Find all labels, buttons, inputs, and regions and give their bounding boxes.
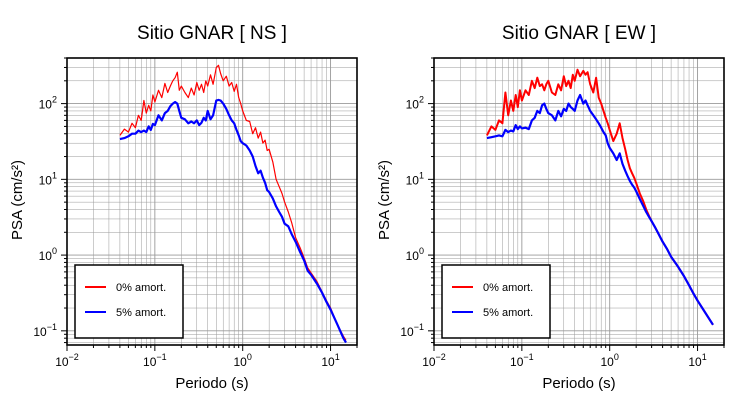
x-tick-label: 10−2: [55, 352, 79, 369]
x-axis-label: Periodo (s): [175, 375, 248, 392]
series-line-damped: [119, 98, 347, 344]
plot-frame: [66, 57, 358, 346]
y-tick-label: 102: [39, 95, 57, 112]
chart-title: Sitio GNAR [ EW ]: [502, 23, 656, 44]
series-line-undamped: [119, 64, 347, 341]
plot-frame: [433, 57, 725, 346]
y-tick-label: 101: [406, 170, 424, 187]
legend-label-undamped: 0% amort.: [116, 282, 166, 294]
chart-ns: Sitio GNAR [ NS ] Periodo (s) PSA (cm/s²…: [9, 23, 358, 392]
chart-ew: Sitio GNAR [ EW ] Periodo (s) PSA (cm/s²…: [376, 23, 725, 392]
x-tick-label: 101: [321, 352, 339, 369]
legend-label-undamped: 0% amort.: [483, 282, 533, 294]
x-axis-label: Periodo (s): [542, 375, 615, 392]
series-line-damped: [486, 93, 714, 326]
axes-frame: [428, 57, 725, 351]
axes-frame: [61, 57, 358, 351]
y-tick-label: 100: [406, 246, 424, 263]
x-tick-label: 101: [688, 352, 706, 369]
legend-box: [441, 264, 551, 339]
legend-label-damped: 5% amort.: [483, 307, 533, 319]
x-tick-label: 100: [234, 352, 252, 369]
y-tick-label: 100: [39, 246, 57, 263]
legend-box: [74, 264, 184, 339]
y-tick-label: 102: [406, 95, 424, 112]
legend: 0% amort. 5% amort.: [441, 264, 551, 339]
legend: 0% amort. 5% amort.: [74, 264, 184, 339]
x-tick-label: 10−2: [422, 352, 446, 369]
y-axis-label: PSA (cm/s²): [9, 160, 26, 240]
y-tick-label: 10−1: [33, 322, 57, 339]
series-group: [486, 68, 714, 326]
y-tick-label: 10−1: [400, 322, 424, 339]
y-axis-label: PSA (cm/s²): [376, 160, 393, 240]
x-tick-label: 100: [601, 352, 619, 369]
chart-title: Sitio GNAR [ NS ]: [137, 23, 287, 44]
x-tick-label: 10−1: [143, 352, 167, 369]
series-group: [119, 64, 347, 344]
x-tick-label: 10−1: [510, 352, 534, 369]
y-tick-label: 101: [39, 170, 57, 187]
legend-label-damped: 5% amort.: [116, 307, 166, 319]
